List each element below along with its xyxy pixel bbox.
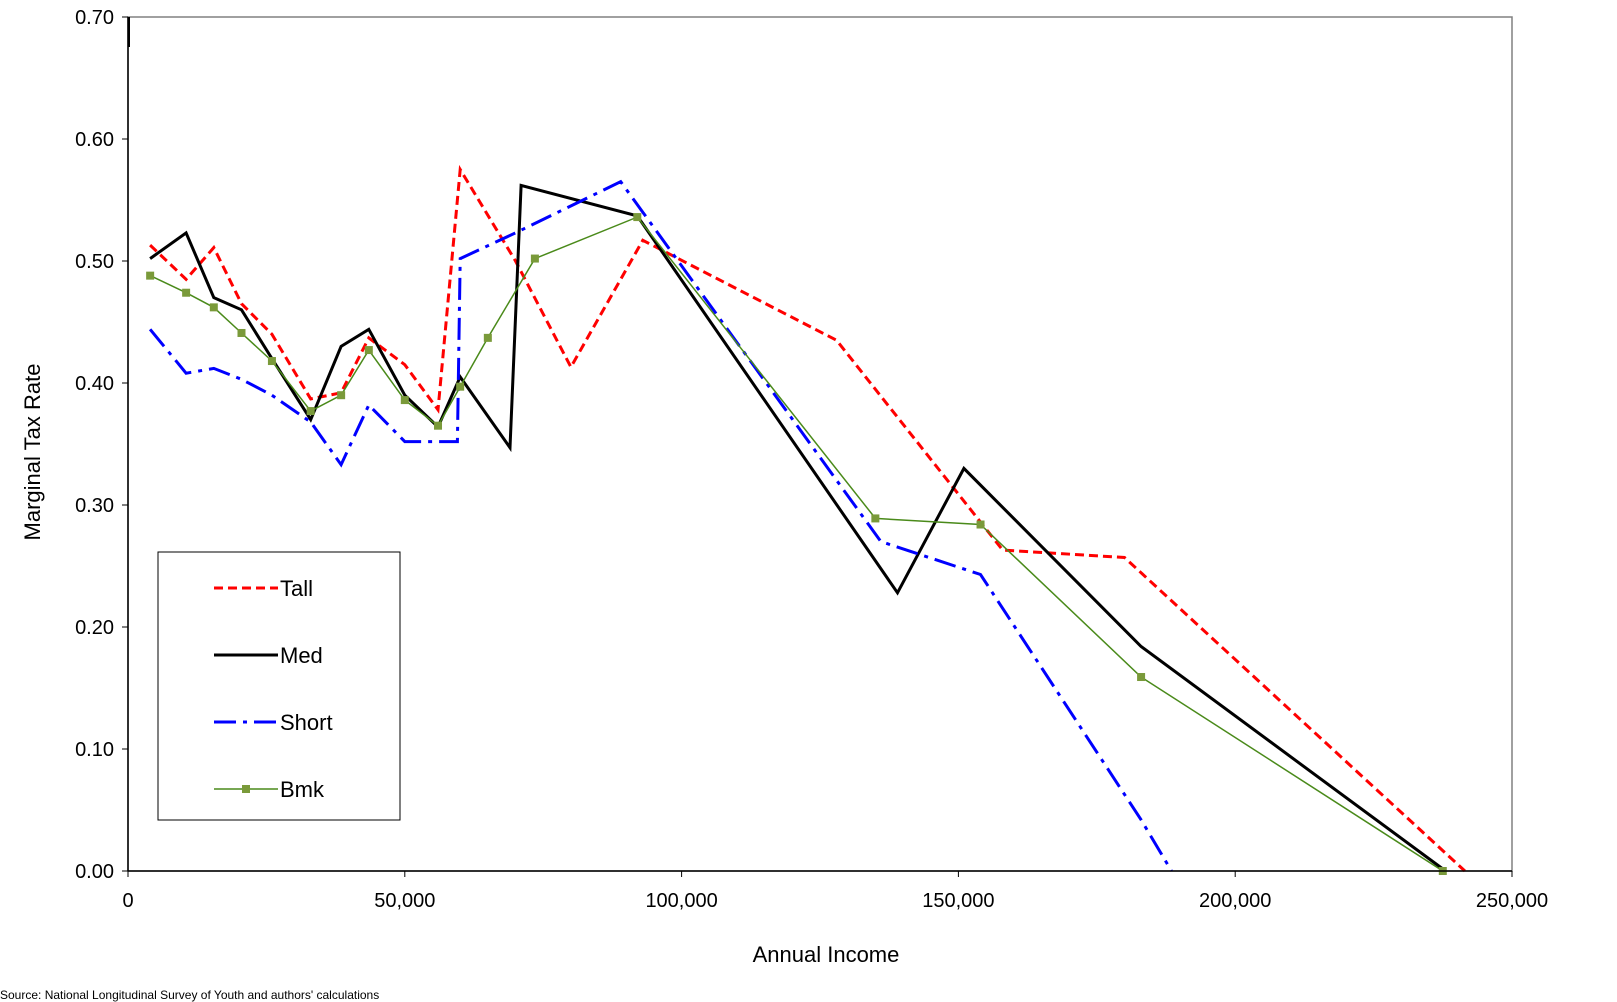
data-point-bmk [146, 271, 155, 280]
legend-box [157, 551, 401, 821]
x-tick-label: 200,000 [1199, 890, 1271, 912]
y-tick-label: 0.10 [75, 739, 114, 761]
data-point-bmk [434, 421, 443, 430]
y-tick-label: 0.60 [75, 129, 114, 151]
data-point-bmk [530, 254, 539, 263]
series-line-bmk [149, 216, 1444, 872]
data-point-bmk [337, 391, 346, 400]
y-tick-label: 0.40 [75, 373, 114, 395]
data-point-bmk [976, 520, 985, 529]
legend-marker [242, 785, 250, 793]
x-tick-label: 100,000 [645, 890, 717, 912]
source-note: Source: National Longitudinal Survey of … [0, 988, 380, 1002]
data-point-bmk [633, 213, 642, 222]
legend-label-med: Med [280, 643, 323, 668]
data-point-bmk [267, 357, 276, 366]
y-tick-label: 0.70 [75, 7, 114, 29]
data-point-bmk [237, 328, 246, 337]
legend-label-short: Short [280, 710, 333, 735]
data-point-bmk [364, 346, 373, 355]
data-point-bmk [871, 514, 880, 523]
data-point-bmk [306, 407, 315, 416]
data-point-bmk [483, 333, 492, 342]
series-line-med [149, 183, 1447, 873]
x-axis-title: Annual Income [753, 942, 900, 967]
series-layer [146, 164, 1466, 875]
y-tick-label: 0.20 [75, 617, 114, 639]
y-tick-label: 0.30 [75, 495, 114, 517]
legend-label-bmk: Bmk [280, 777, 325, 802]
x-tick-label: 150,000 [922, 890, 994, 912]
y-tick-label: 0.00 [75, 861, 114, 883]
x-tick-label: 250,000 [1476, 890, 1548, 912]
x-tick-label: 50,000 [374, 890, 435, 912]
legend: Tall Med Short Bmk [157, 551, 401, 821]
data-point-bmk [400, 396, 409, 405]
data-point-bmk [209, 303, 218, 312]
legend-label-tall: Tall [280, 576, 313, 601]
y-tick-label: 0.50 [75, 251, 114, 273]
axis-layer: 0.00 0.10 0.20 0.30 0.40 0.50 0.60 0.70 0 50,000 1… [75, 7, 1548, 912]
x-tick-label: 0 [122, 890, 133, 912]
series-line-tall [149, 164, 1466, 873]
data-point-bmk [182, 288, 191, 297]
data-point-bmk [456, 382, 465, 391]
y-axis-title: Marginal Tax Rate [20, 364, 45, 541]
data-point-bmk [1137, 673, 1146, 682]
